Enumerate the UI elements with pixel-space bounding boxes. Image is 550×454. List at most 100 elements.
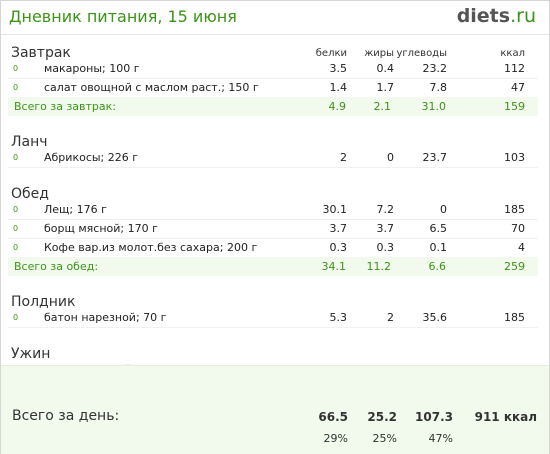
day-fat-percent: 25% — [372, 432, 397, 445]
food-name: борщ мясной; 170 г — [44, 222, 158, 235]
food-fat: 7.2 — [376, 203, 395, 216]
food-carbs: 35.6 — [422, 311, 448, 324]
meal-total-row: Всего за завтрак: 4.9 2.1 31.0 159 — [8, 97, 538, 116]
food-kcal: 185 — [504, 203, 525, 216]
food-time: 0 — [13, 243, 19, 252]
column-header-fat: жиры — [364, 48, 394, 59]
meal-total-fat: 11.2 — [366, 260, 392, 273]
meal-total-label: Всего за завтрак: — [14, 100, 117, 113]
header: Дневник питания, 15 июня diets.ru — [1, 1, 549, 33]
food-fat: 2 — [387, 311, 394, 324]
meal-title: Завтрак — [11, 45, 71, 61]
day-total-protein: 66.5 — [318, 410, 348, 424]
food-kcal: 112 — [504, 62, 525, 75]
food-row[interactable]: 0 Лещ; 176 г 30.1 7.2 0 185 — [1, 201, 549, 219]
food-carbs: 0 — [440, 203, 447, 216]
row-divider — [8, 78, 538, 79]
meal-total-carbs: 31.0 — [421, 100, 447, 113]
diets-logo[interactable]: diets.ru — [457, 5, 536, 27]
column-header-kcal: ккал — [500, 48, 525, 59]
food-carbs: 23.2 — [422, 62, 448, 75]
food-carbs: 0.1 — [429, 241, 448, 254]
food-row[interactable]: 0 батон нарезной; 70 г 5.3 2 35.6 185 — [1, 309, 549, 327]
food-fat: 1.7 — [376, 81, 395, 94]
food-name: Лещ; 176 г — [44, 203, 107, 216]
meal-header: Обед — [1, 176, 549, 202]
page-title: Дневник питания, 15 июня — [9, 7, 237, 26]
food-protein: 0.3 — [329, 241, 348, 254]
food-kcal: 103 — [504, 151, 525, 164]
food-protein: 1.4 — [329, 81, 348, 94]
food-row[interactable]: 0 салат овощной с маслом раст.; 150 г 1.4 1… — [1, 79, 549, 97]
meal-spacer — [1, 276, 549, 284]
day-protein-percent: 29% — [323, 432, 348, 445]
food-name: батон нарезной; 70 г — [44, 311, 167, 324]
row-divider — [8, 219, 538, 220]
food-row[interactable]: 0 Абрикосы; 226 г 2 0 23.7 103 — [1, 149, 549, 167]
day-total-kcal: 911 ккал — [474, 410, 537, 424]
meal-title: Обед — [11, 186, 49, 202]
meal-header: Полдник — [1, 284, 549, 310]
food-protein: 3.5 — [329, 62, 348, 75]
meal-total-protein: 34.1 — [321, 260, 347, 273]
logo-tld: .ru — [510, 5, 536, 27]
meal-total-kcal: 159 — [504, 100, 525, 113]
food-kcal: 4 — [518, 241, 525, 254]
food-protein: 5.3 — [329, 311, 348, 324]
header-divider — [1, 34, 549, 35]
meal-title: Ланч — [11, 134, 48, 150]
meal-title: Полдник — [11, 294, 76, 310]
meal-spacer — [1, 116, 549, 124]
food-protein: 30.1 — [322, 203, 348, 216]
food-name: макароны; 100 г — [44, 62, 140, 75]
meal-title: Ужин — [11, 346, 51, 362]
food-name: Кофе вар.из молот.без сахара; 200 г — [44, 241, 258, 254]
meal-header: Завтрак белки жиры углеводы ккал — [1, 35, 549, 61]
food-row[interactable]: 0 Кофе вар.из молот.без сахара; 200 г 0.3 0… — [1, 239, 549, 257]
row-divider — [8, 327, 538, 328]
food-fat: 0 — [387, 151, 394, 164]
column-header-protein: белки — [315, 48, 347, 59]
day-total: Всего за день: 66.5 25.2 107.3 911 ккал … — [1, 365, 549, 454]
meal-header: Ужин — [1, 336, 549, 362]
meal-header: Ланч — [1, 124, 549, 150]
food-row[interactable]: 0 макароны; 100 г 3.5 0.4 23.2 112 — [1, 60, 549, 78]
food-time: 0 — [13, 205, 19, 214]
meal-spacer — [1, 168, 549, 176]
food-fat: 0.3 — [376, 241, 395, 254]
food-kcal: 70 — [511, 222, 525, 235]
food-carbs: 6.5 — [429, 222, 448, 235]
food-carbs: 7.8 — [429, 81, 448, 94]
food-row[interactable]: 0 борщ мясной; 170 г 3.7 3.7 6.5 70 — [1, 220, 549, 238]
food-time: 0 — [13, 224, 19, 233]
day-total-label: Всего за день: — [12, 408, 120, 424]
food-name: салат овощной с маслом раст.; 150 г — [44, 81, 259, 94]
row-divider — [8, 167, 538, 168]
food-name: Абрикосы; 226 г — [44, 151, 139, 164]
meal-total-label: Всего за обед: — [14, 260, 99, 273]
day-total-carbs: 107.3 — [415, 410, 453, 424]
column-header-carbs: углеводы — [396, 48, 447, 59]
row-divider — [8, 238, 538, 239]
food-kcal: 185 — [504, 311, 525, 324]
meal-spacer — [1, 328, 549, 336]
food-time: 0 — [13, 83, 19, 92]
food-time: 0 — [13, 64, 19, 73]
meal-total-fat: 2.1 — [373, 100, 392, 113]
food-fat: 0.4 — [376, 62, 395, 75]
meals-table: Завтрак белки жиры углеводы ккал 0 макароны; 1… — [1, 35, 549, 417]
meal-total-protein: 4.9 — [328, 100, 347, 113]
meal-total-kcal: 259 — [504, 260, 525, 273]
meal-total-row: Всего за обед: 34.1 11.2 6.6 259 — [8, 257, 538, 276]
food-protein: 3.7 — [329, 222, 348, 235]
day-carbs-percent: 47% — [428, 432, 453, 445]
food-fat: 3.7 — [376, 222, 395, 235]
food-protein: 2 — [340, 151, 347, 164]
food-time: 0 — [13, 153, 19, 162]
day-total-fat: 25.2 — [367, 410, 397, 424]
meal-total-carbs: 6.6 — [428, 260, 447, 273]
food-kcal: 47 — [511, 81, 525, 94]
food-time: 0 — [13, 313, 19, 322]
food-carbs: 23.7 — [422, 151, 448, 164]
